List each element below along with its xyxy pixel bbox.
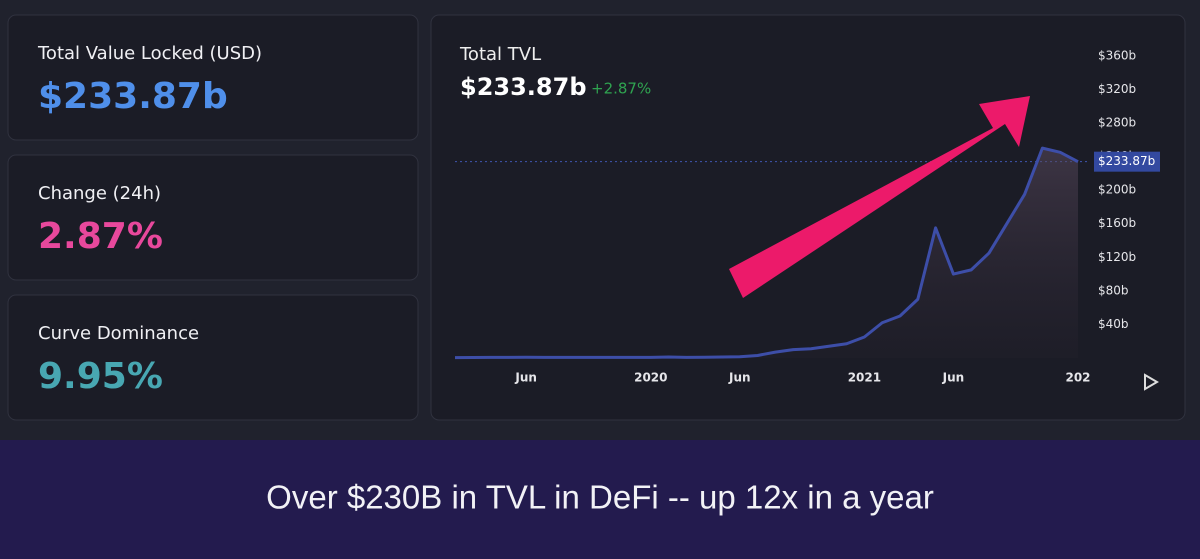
chart-change: +2.87% [591, 80, 651, 98]
card-value: 2.87% [38, 216, 163, 257]
x-tick-label: 2021 [848, 371, 881, 385]
card-value: 9.95% [38, 356, 163, 397]
y-tick-label: $280b [1098, 115, 1136, 129]
stat-card [7, 14, 419, 141]
stat-card [7, 154, 419, 281]
banner-text: Over $230B in TVL in DeFi -- up 12x in a… [266, 479, 934, 516]
current-label: $233.87b [1098, 154, 1155, 168]
banner [0, 440, 1200, 559]
card-label: Change (24h) [38, 183, 161, 204]
card-value: $233.87b [38, 76, 228, 117]
x-tick-label: 2020 [634, 371, 667, 385]
x-tick-label: Jun [728, 371, 751, 385]
play-icon[interactable] [1144, 373, 1159, 391]
y-tick-label: $80b [1098, 283, 1129, 297]
card-label: Total Value Locked (USD) [37, 43, 262, 64]
x-tick-label: 202 [1065, 371, 1090, 385]
area [455, 148, 1078, 358]
chart-value: $233.87b [460, 73, 587, 101]
y-tick-label: $200b [1098, 183, 1136, 197]
card-label: Curve Dominance [38, 323, 199, 344]
x-tick-label: Jun [942, 371, 965, 385]
y-tick-label: $160b [1098, 216, 1136, 230]
current-tag [1094, 151, 1160, 172]
annotation-arrow [729, 96, 1030, 298]
y-tick-label: $120b [1098, 250, 1136, 264]
line [454, 146, 1079, 360]
stat-card [7, 294, 419, 421]
y-tick-label: $360b [1098, 48, 1136, 62]
y-tick-label: $40b [1098, 317, 1129, 331]
y-tick-label: $320b [1098, 82, 1136, 96]
chart-title: Total TVL [459, 44, 541, 65]
x-tick-label: Jun [514, 371, 537, 385]
